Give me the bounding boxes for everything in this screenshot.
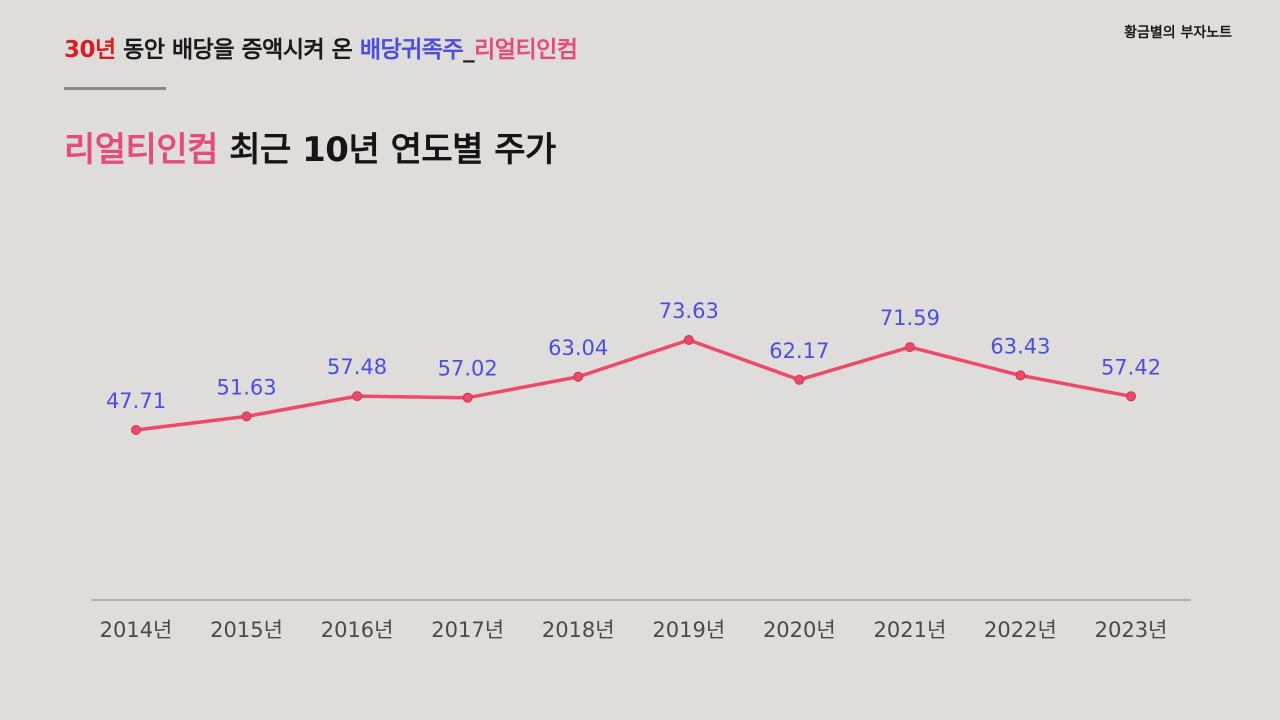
x-tick-label-2019년: 2019년 — [652, 618, 725, 642]
header-part-years: 30년 — [64, 37, 116, 63]
data-point-2016년 — [352, 391, 363, 402]
header-divider — [64, 87, 166, 90]
data-point-2015년 — [241, 411, 252, 422]
data-point-2017년 — [462, 392, 473, 403]
header-part-company: 리얼티인컴 — [474, 37, 578, 63]
data-label-2021년: 71.59 — [880, 306, 940, 330]
data-label-2022년: 63.43 — [990, 334, 1050, 358]
header-part-separator: _ — [463, 37, 475, 63]
data-label-2018년: 63.04 — [548, 336, 608, 360]
x-tick-label-2016년: 2016년 — [321, 618, 394, 642]
x-tick-label-2015년: 2015년 — [210, 618, 283, 642]
chart-title-company: 리얼티인컴 — [64, 130, 218, 170]
x-tick-label-2017년: 2017년 — [431, 618, 504, 642]
header-part-category: 배당귀족주 — [359, 37, 464, 63]
data-label-2023년: 57.42 — [1101, 355, 1161, 379]
data-point-2018년 — [573, 371, 584, 382]
data-label-2016년: 57.48 — [327, 355, 387, 379]
x-tick-label-2023년: 2023년 — [1095, 618, 1168, 642]
data-point-2023년 — [1126, 391, 1136, 402]
x-tick-label-2022년: 2022년 — [984, 618, 1057, 642]
data-point-2019년 — [683, 335, 694, 345]
brand-label: 황금별의 부자노트 — [1124, 25, 1232, 41]
data-label-2017년: 57.02 — [438, 357, 498, 381]
data-point-2022년 — [1015, 370, 1026, 381]
data-label-2020년: 62.17 — [769, 339, 829, 363]
slide-header: 30년 동안 배당을 증액시켜 온 배당귀족주_리얼티인컴 — [64, 30, 578, 64]
header-part-text: 동안 배당을 증액시켜 온 — [115, 37, 360, 63]
x-tick-label-2018년: 2018년 — [542, 618, 615, 642]
data-point-2021년 — [904, 342, 915, 353]
x-tick-label-2021년: 2021년 — [874, 618, 947, 642]
chart-title: 리얼티인컴 최근 10년 연도별 주가 — [64, 122, 556, 171]
chart-title-text: 최근 10년 연도별 주가 — [217, 130, 556, 170]
data-label-2014년: 47.71 — [106, 389, 166, 413]
data-label-2015년: 51.63 — [216, 375, 276, 399]
data-label-2019년: 73.63 — [659, 299, 719, 323]
x-tick-label-2020년: 2020년 — [763, 618, 836, 642]
data-point-2014년 — [131, 425, 141, 435]
series-line — [134, 338, 1133, 432]
x-tick-label-2014년: 2014년 — [100, 618, 173, 642]
data-point-2020년 — [794, 374, 805, 385]
